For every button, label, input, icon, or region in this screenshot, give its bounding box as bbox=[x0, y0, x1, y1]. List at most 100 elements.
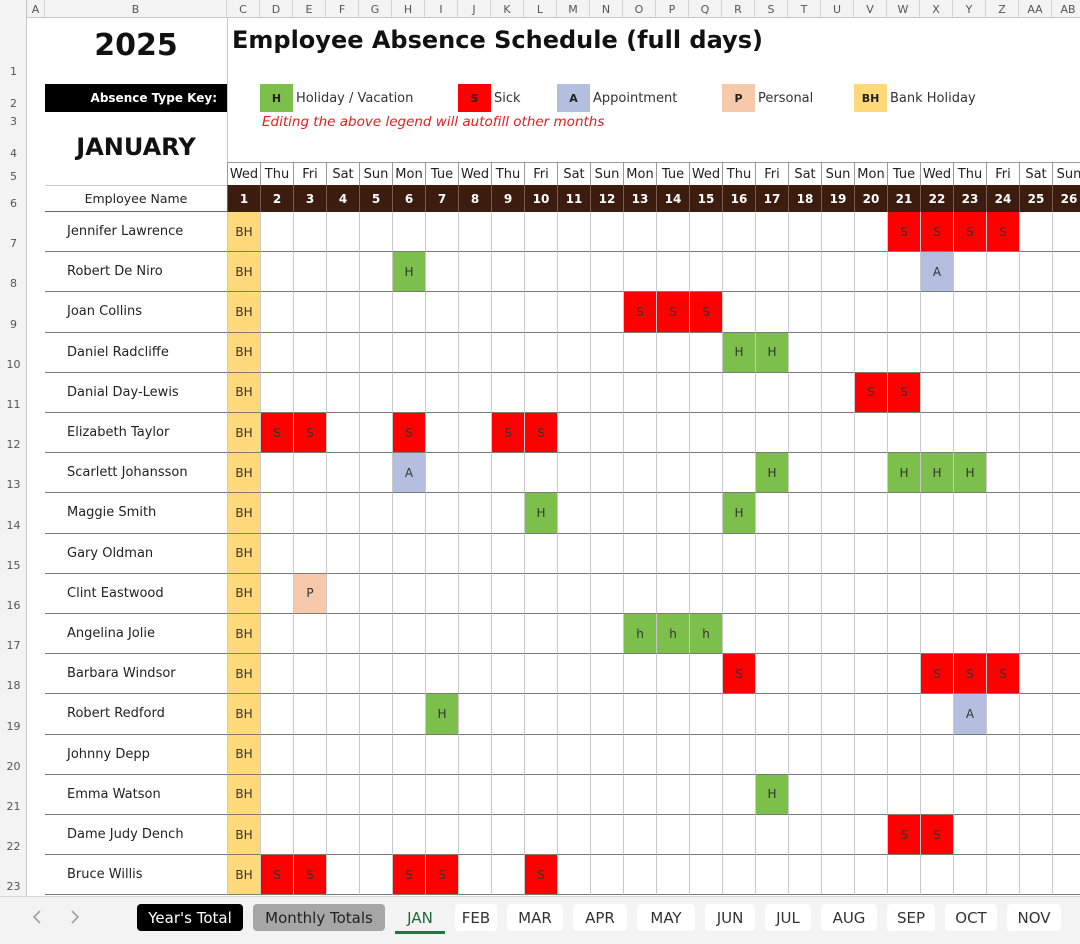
day-cell bbox=[986, 453, 1019, 494]
day-cell bbox=[524, 774, 557, 815]
day-cell bbox=[953, 614, 986, 655]
weekday: Thu bbox=[491, 162, 524, 185]
day-cell bbox=[689, 774, 722, 815]
day-cell bbox=[854, 533, 887, 574]
day-cell bbox=[458, 654, 491, 695]
sheet-tab[interactable]: MAR bbox=[507, 904, 563, 931]
day-cell bbox=[788, 292, 821, 333]
weekday: Tue bbox=[887, 162, 920, 185]
day-cell bbox=[953, 292, 986, 333]
day-cell bbox=[1019, 654, 1052, 695]
day-number: 26 bbox=[1052, 185, 1080, 212]
column-letter: A bbox=[27, 0, 45, 18]
day-number: 5 bbox=[359, 185, 392, 212]
scroll-right[interactable] bbox=[68, 907, 82, 927]
weekday: Fri bbox=[524, 162, 557, 185]
day-cell: h bbox=[656, 614, 689, 655]
absence-code: h bbox=[624, 614, 656, 654]
day-cell bbox=[524, 734, 557, 775]
sheet-tab[interactable]: JUL bbox=[765, 904, 811, 931]
day-number: 22 bbox=[920, 185, 953, 212]
day-cell bbox=[689, 332, 722, 373]
row-number: 20 bbox=[6, 759, 21, 773]
day-cell bbox=[755, 614, 788, 655]
day-cell bbox=[788, 774, 821, 815]
day-cell bbox=[986, 734, 1019, 775]
day-cell bbox=[755, 292, 788, 333]
day-cell bbox=[590, 614, 623, 655]
absence-code: S bbox=[657, 292, 689, 332]
day-cell bbox=[953, 252, 986, 293]
sheet-tab[interactable]: FEB bbox=[455, 904, 497, 931]
legend-text: Appointment bbox=[593, 90, 678, 106]
day-cell bbox=[953, 573, 986, 614]
sheet-tab[interactable]: Year's Total bbox=[137, 904, 243, 931]
day-cell bbox=[821, 855, 854, 896]
day-cell bbox=[458, 212, 491, 253]
day-cell bbox=[392, 212, 425, 253]
day-cell bbox=[788, 332, 821, 373]
day-cell bbox=[491, 654, 524, 695]
day-cell bbox=[722, 734, 755, 775]
sheet-tab[interactable]: JUN bbox=[705, 904, 755, 931]
day-cell bbox=[260, 252, 293, 293]
employee-name: Clint Eastwood bbox=[45, 574, 227, 614]
absence-code: P bbox=[294, 573, 326, 613]
day-cell bbox=[458, 614, 491, 655]
day-cell: BH bbox=[227, 212, 260, 253]
sheet-tab[interactable]: APR bbox=[573, 904, 627, 931]
day-cell bbox=[689, 413, 722, 454]
column-letter: U bbox=[821, 0, 854, 18]
sheet-tab[interactable]: MAY bbox=[637, 904, 695, 931]
day-cell bbox=[425, 533, 458, 574]
sheet-tab[interactable]: OCT bbox=[945, 904, 997, 931]
day-cell bbox=[1019, 453, 1052, 494]
employee-name: Bruce Willis bbox=[45, 855, 227, 896]
day-cell bbox=[293, 332, 326, 373]
day-cell bbox=[755, 654, 788, 695]
column-letter: E bbox=[293, 0, 326, 18]
day-cell bbox=[326, 573, 359, 614]
day-cell bbox=[524, 292, 557, 333]
day-cell bbox=[920, 855, 953, 896]
sheet-tab[interactable]: JAN bbox=[395, 904, 445, 934]
day-cell: H bbox=[920, 453, 953, 494]
day-cell bbox=[359, 815, 392, 856]
day-cell bbox=[788, 855, 821, 896]
spreadsheet: A B C D E F G H I J K L M N O P Q R S T U V W X Y Z AA AB 1 2 3 4 5 6 7 8 9 1… bbox=[0, 0, 1080, 896]
day-cell bbox=[788, 212, 821, 253]
row-number: 3 bbox=[10, 115, 17, 128]
scroll-left[interactable] bbox=[30, 907, 44, 927]
weekday: Sat bbox=[788, 162, 821, 185]
employee-name: Robert De Niro bbox=[45, 252, 227, 293]
day-cell bbox=[392, 694, 425, 735]
row-number: 9 bbox=[10, 317, 17, 331]
day-cell bbox=[458, 734, 491, 775]
absence-code: S bbox=[921, 815, 953, 855]
day-number: 18 bbox=[788, 185, 821, 212]
day-number: 16 bbox=[722, 185, 755, 212]
sheet-tab[interactable]: NOV bbox=[1007, 904, 1061, 931]
absence-code: H bbox=[756, 332, 788, 372]
column-letter: H bbox=[392, 0, 425, 18]
day-cell bbox=[821, 815, 854, 856]
day-cell bbox=[854, 413, 887, 454]
legend-label: Absence Type Key: bbox=[45, 84, 227, 112]
sheet-tab[interactable]: AUG bbox=[821, 904, 877, 931]
day-cell bbox=[623, 212, 656, 253]
day-cell bbox=[1052, 614, 1080, 655]
weekday: Sat bbox=[326, 162, 359, 185]
day-cell bbox=[425, 614, 458, 655]
day-cell bbox=[788, 573, 821, 614]
day-cell bbox=[986, 372, 1019, 413]
day-cell bbox=[755, 533, 788, 574]
day-cell bbox=[425, 372, 458, 413]
sheet-tab[interactable]: Monthly Totals bbox=[253, 904, 385, 931]
day-cell bbox=[887, 774, 920, 815]
sheet-tab[interactable]: SEP bbox=[887, 904, 935, 931]
day-cell bbox=[590, 332, 623, 373]
day-cell bbox=[425, 493, 458, 534]
row-number: 13 bbox=[6, 478, 21, 492]
day-cell bbox=[491, 212, 524, 253]
column-letter: D bbox=[260, 0, 293, 18]
